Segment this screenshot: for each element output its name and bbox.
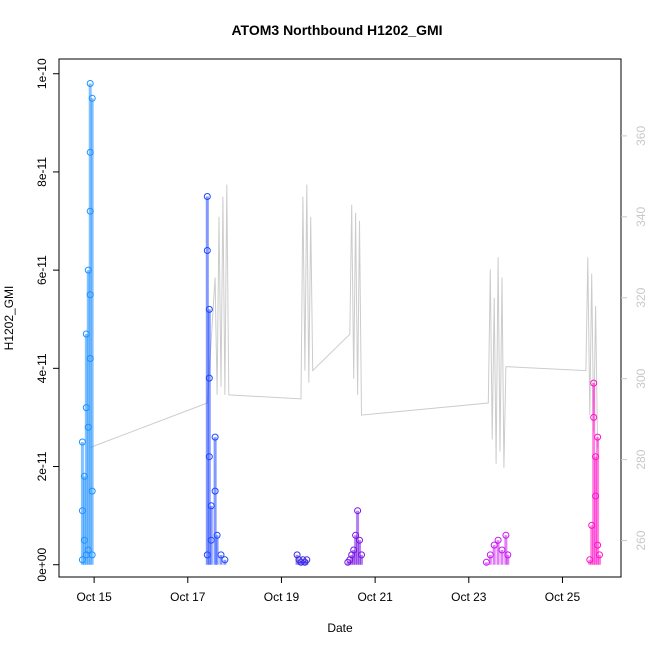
secondary-line-layer	[90, 184, 599, 468]
series-4-point	[350, 546, 358, 554]
chart-title: ATOM3 Northbound H1202_GMI	[231, 22, 442, 38]
series-1-point	[86, 291, 94, 299]
y-axis-label: H1202_GMI	[2, 286, 16, 351]
series-6-point	[594, 541, 602, 549]
series-1-point	[84, 423, 92, 431]
series-1-point	[78, 556, 86, 564]
y2-tick-label: 280	[634, 449, 648, 469]
x-tick-label: Oct 15	[76, 590, 112, 604]
series-6-point	[590, 413, 598, 421]
series-3-point	[303, 556, 311, 564]
x-tick-label: Oct 23	[451, 590, 487, 604]
series-4-point	[358, 551, 365, 559]
x-tick-label: Oct 17	[170, 590, 206, 604]
y2-tick-label: 340	[634, 206, 648, 226]
y-axis: 0e+00 2e-11 4e-11 6e-11 8e-11 1e-10	[35, 58, 59, 582]
series-5-point	[504, 551, 512, 559]
series-1-point	[82, 404, 90, 412]
series-2-point	[205, 305, 213, 313]
y2-tick-label: 320	[634, 287, 648, 307]
series-1-point	[86, 355, 94, 362]
y-tick-label: 6e-11	[35, 255, 49, 285]
series-1-point	[80, 536, 88, 544]
series-1-point	[88, 551, 96, 559]
series-1-point	[88, 94, 96, 102]
plot-frame	[58, 58, 622, 578]
series-2-point	[205, 453, 213, 461]
y2-tick-label: 360	[634, 126, 648, 146]
series-2-point	[217, 551, 225, 559]
y-tick-label: 1e-10	[35, 58, 49, 89]
y-tick-label: 0e+00	[35, 548, 49, 582]
secondary-series-line	[90, 184, 599, 468]
series-6-point	[592, 492, 600, 500]
x-axis: Oct 15 Oct 17 Oct 19 Oct 21 Oct 23 Oct 25	[76, 577, 580, 604]
x-axis-label: Date	[327, 621, 353, 635]
series-2-point	[221, 556, 229, 564]
y2-tick-label: 300	[634, 368, 648, 388]
y-tick-label: 4e-11	[35, 353, 49, 383]
series-2-point	[205, 374, 213, 382]
series-2-point	[213, 531, 221, 539]
series-6-point	[586, 556, 594, 564]
series-5-point	[482, 558, 490, 566]
series-4-point	[356, 536, 363, 544]
series-6-point	[594, 433, 602, 441]
series-2-point	[207, 536, 215, 544]
series-6-point	[592, 453, 600, 461]
series-2-point	[203, 551, 211, 559]
series-4-point	[352, 531, 360, 539]
series-1-point	[84, 266, 92, 274]
y-tick-label: 8e-11	[35, 157, 49, 187]
y-tick-label: 2e-11	[35, 451, 49, 481]
series-2-point	[203, 247, 211, 254]
series-1-point	[84, 546, 92, 554]
series-2-point	[207, 502, 215, 510]
scatter-points-layer	[78, 80, 603, 566]
series-1-point	[78, 438, 86, 446]
y2-axis: 260 280 300 320 340 360	[621, 126, 648, 551]
series-5-point	[494, 536, 502, 544]
y2-tick-label: 260	[634, 530, 648, 550]
series-4-point	[354, 507, 362, 515]
series-1-point	[88, 487, 96, 495]
series-2-point	[211, 487, 219, 495]
x-tick-label: Oct 19	[264, 590, 300, 604]
series-5-point	[498, 546, 506, 554]
series-1-point	[86, 148, 94, 156]
x-tick-label: Oct 21	[357, 590, 393, 604]
series-2-point	[203, 193, 211, 200]
series-5-point	[502, 531, 510, 539]
series-1-point	[86, 207, 94, 215]
series-6-point	[590, 379, 598, 387]
series-2-point	[211, 433, 219, 441]
series-1-point	[78, 507, 86, 515]
series-5-point	[486, 551, 494, 559]
series-5-point	[490, 541, 498, 549]
series-6-point	[596, 551, 603, 559]
series-1-point	[86, 80, 94, 87]
series-1-point	[80, 472, 88, 480]
x-tick-label: Oct 25	[545, 590, 581, 604]
series-6-point	[588, 521, 596, 529]
series-1-point	[82, 330, 90, 338]
